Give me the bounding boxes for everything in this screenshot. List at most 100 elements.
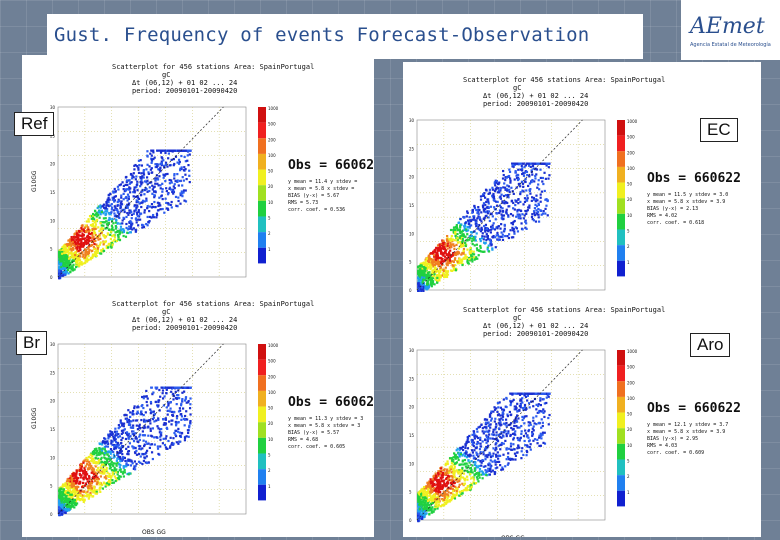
scatter-cell [524, 226, 527, 229]
scatter-cell [104, 450, 107, 453]
scatter-cell [156, 149, 159, 152]
scatter-cell [515, 186, 518, 189]
scatter-cell [424, 274, 427, 277]
scatter-cell [72, 500, 75, 503]
scatter-cell [87, 232, 91, 235]
scatter-cell [109, 233, 112, 236]
scatter-cell [150, 159, 154, 163]
scatter-cell [523, 197, 527, 200]
scatter-cell [174, 390, 177, 393]
scatter-cell [116, 222, 119, 225]
scatter-cell [81, 494, 84, 497]
scatter-cell [537, 213, 540, 216]
scatter-cell [65, 248, 68, 251]
scatter-cell [146, 397, 149, 400]
scatter-cell [188, 169, 191, 172]
scatter-cell [546, 394, 549, 397]
plot-header-line: gC [162, 308, 170, 316]
scatter-cell [107, 450, 110, 453]
scatter-cell [450, 237, 453, 240]
scatter-cell [185, 177, 188, 181]
scatter-cell [508, 170, 512, 173]
stat-line: BIAS (y-x) = 5.57 [288, 430, 339, 436]
scatter-cell [81, 496, 84, 499]
scatter-cell [530, 162, 533, 165]
scatter-cell [520, 180, 524, 183]
scatter-cell [135, 183, 138, 187]
scatter-cell [141, 395, 144, 399]
scatter-cell [446, 497, 449, 500]
scatter-cell [461, 466, 464, 470]
scatter-cell [146, 224, 149, 227]
scatter-cell [530, 199, 533, 202]
scatter-cell [92, 236, 95, 239]
scatter-cell [102, 203, 106, 206]
scatter-cell [504, 194, 508, 197]
scatter-cell [128, 420, 131, 423]
colorbar-segment [617, 151, 625, 167]
scatter-cell [499, 464, 502, 467]
scatter-cell [484, 214, 487, 218]
scatter-cell [80, 227, 83, 230]
scatter-cell [476, 436, 480, 440]
scatter-cell [131, 445, 134, 448]
scatter-cell [97, 459, 101, 462]
scatter-cell [173, 187, 176, 190]
scatter-cell [67, 239, 70, 242]
scatter-cell [189, 386, 192, 389]
scatter-cell [70, 491, 73, 494]
scatter-cell [113, 445, 116, 448]
scatter-cell [417, 285, 421, 288]
scatter-cell [143, 211, 146, 214]
scatter-cell [473, 435, 476, 438]
scatter-cell [512, 236, 515, 239]
scatter-cell [532, 167, 535, 170]
scatter-cell [96, 206, 99, 210]
scatter-cell [158, 175, 161, 178]
scatter-cell [185, 435, 188, 438]
scatter-cell [439, 505, 442, 508]
scatter-cell [142, 413, 145, 417]
scatter-cell [113, 447, 116, 451]
scatter-cell [450, 480, 454, 483]
scatter-cell [491, 188, 494, 191]
scatter-cell [502, 398, 505, 401]
scatter-cell [127, 202, 131, 205]
scatter-cell [68, 483, 71, 486]
scatter-cell [466, 469, 469, 472]
scatter-cell [117, 452, 120, 455]
colorbar-tick-label: 1000 [627, 119, 638, 124]
colorbar-segment [258, 169, 266, 186]
scatter-cell [436, 281, 439, 284]
scatter-cell [63, 255, 66, 258]
scatter-cell [497, 189, 501, 192]
scatter-cell [80, 225, 83, 228]
scatter-cell [419, 274, 422, 277]
scatter-cell [493, 408, 497, 411]
scatter-cell [539, 397, 542, 400]
scatter-cell [186, 418, 189, 421]
scatter-cell [460, 243, 463, 246]
scatter-cell [451, 254, 455, 257]
scatter-cell [113, 236, 117, 239]
scatter-cell [75, 238, 78, 241]
scatter-cell [181, 195, 184, 198]
scatter-cell [461, 239, 464, 242]
scatter-cell [87, 246, 90, 249]
scatter-cell [95, 250, 98, 253]
scatter-cell [521, 397, 524, 400]
scatter-cell [117, 215, 120, 218]
scatter-cell [152, 151, 155, 154]
scatter-cell [453, 467, 456, 470]
scatter-cell [85, 249, 88, 252]
scatter-cell [449, 487, 452, 490]
scatter-cell [446, 244, 449, 247]
scatter-cell [82, 490, 85, 494]
scatter-cell [157, 427, 160, 430]
scatter-cell [119, 451, 122, 454]
scatter-cell [116, 457, 119, 460]
scatter-cell [420, 286, 424, 289]
scatter-cell [421, 278, 425, 281]
scatter-cell [145, 419, 149, 422]
scatter-cell [537, 207, 540, 211]
